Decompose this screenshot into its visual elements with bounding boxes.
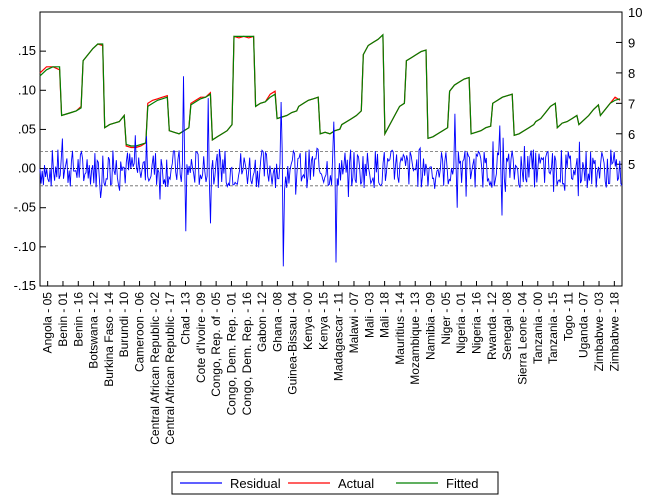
plot-frame xyxy=(39,11,623,287)
x-tick-label: Zimbabwe - 03 xyxy=(592,292,606,372)
x-tick-label: Ghana - 08 xyxy=(270,292,284,352)
x-tick-label: Niger - 05 xyxy=(439,292,453,345)
x-tick-label: Central African Republic - 17 xyxy=(163,292,177,445)
x-tick-label: Chad - 13 xyxy=(179,292,193,345)
left-axis-ticks: -.15 -.10 -.05 .00 .05 .10 .15 xyxy=(14,43,46,293)
x-tick-label: Nigeria - 16 xyxy=(470,292,484,354)
x-tick-label: Madagascar - 11 xyxy=(332,292,346,381)
x-tick-label: Sierra Leone - 04 xyxy=(515,292,529,385)
legend-label-fitted: Fitted xyxy=(446,476,479,491)
series-fitted-line xyxy=(39,33,621,147)
right-tick-label: 8 xyxy=(628,66,635,81)
x-tick-label: Cote d'Ivoire - 09 xyxy=(194,292,208,383)
x-tick-label: Zimbabwe - 18 xyxy=(607,292,621,372)
right-axis-ticks: 5 6 7 8 9 10 xyxy=(616,5,642,172)
left-tick-label: .00 xyxy=(18,161,36,176)
x-tick-label: Togo - 11 xyxy=(561,292,575,341)
x-tick-label: Mali - 18 xyxy=(378,292,392,338)
series-residual-line xyxy=(39,76,623,267)
x-tick-label: Kenya - 00 xyxy=(301,292,315,350)
x-tick-label: Benin - 01 xyxy=(56,292,70,347)
x-tick-label: Burkina Faso - 14 xyxy=(102,292,116,387)
right-tick-label: 7 xyxy=(628,96,635,111)
x-tick-label: Kenya - 15 xyxy=(316,292,330,350)
x-tick-label: Senegal - 08 xyxy=(500,292,514,360)
legend-box xyxy=(171,471,499,495)
x-axis-ticks: Angola - 05 Benin - 01 Benin - 16 Botswana … xyxy=(41,281,621,445)
x-tick-label: Botswana - 12 xyxy=(87,292,101,369)
left-tick-label: .05 xyxy=(18,121,36,136)
series-layer xyxy=(39,33,623,267)
right-tick-label: 10 xyxy=(628,5,642,20)
x-tick-label: Guinea-Bissau - 04 xyxy=(286,292,300,395)
x-tick-label: Congo, Dem. Rep. - 16 xyxy=(240,292,254,416)
x-tick-label: Uganda - 07 xyxy=(577,292,591,358)
right-tick-label: 9 xyxy=(628,35,635,50)
right-tick-label: 6 xyxy=(628,127,635,142)
x-tick-label: Malawi - 07 xyxy=(347,292,361,354)
x-tick-label: Tanzania - 00 xyxy=(531,292,545,364)
x-tick-label: Mozambique - 13 xyxy=(408,292,422,385)
x-tick-label: Namibia - 09 xyxy=(424,292,438,360)
x-tick-label: Tanzania - 15 xyxy=(546,292,560,364)
left-tick-label: -.10 xyxy=(14,239,36,254)
x-tick-label: Mali - 03 xyxy=(362,292,376,338)
x-tick-label: Rwanda - 12 xyxy=(485,292,499,360)
legend-label-residual: Residual xyxy=(230,476,281,491)
x-tick-label: Central African Republic - 02 xyxy=(148,292,162,445)
x-tick-label: Congo, Rep. of - 05 xyxy=(209,292,223,397)
legend-label-actual: Actual xyxy=(338,476,374,491)
left-tick-label: .10 xyxy=(18,82,36,97)
left-tick-label: -.15 xyxy=(14,278,36,293)
left-tick-label: -.05 xyxy=(14,200,36,215)
legend: Residual Actual Fitted xyxy=(171,471,499,495)
x-tick-label: Congo, Dem. Rep. - 01 xyxy=(224,292,238,416)
right-tick-label: 5 xyxy=(628,157,635,172)
x-tick-label: Nigeria - 01 xyxy=(454,292,468,354)
x-tick-label: Benin - 16 xyxy=(71,292,85,347)
left-tick-label: .15 xyxy=(18,43,36,58)
x-tick-label: Gabon - 12 xyxy=(255,292,269,352)
x-tick-label: Mauritius - 14 xyxy=(393,292,407,365)
x-tick-label: Angola - 05 xyxy=(41,292,55,354)
x-tick-label: Burundi - 10 xyxy=(117,292,131,358)
x-tick-label: Cameroon - 06 xyxy=(133,292,147,372)
